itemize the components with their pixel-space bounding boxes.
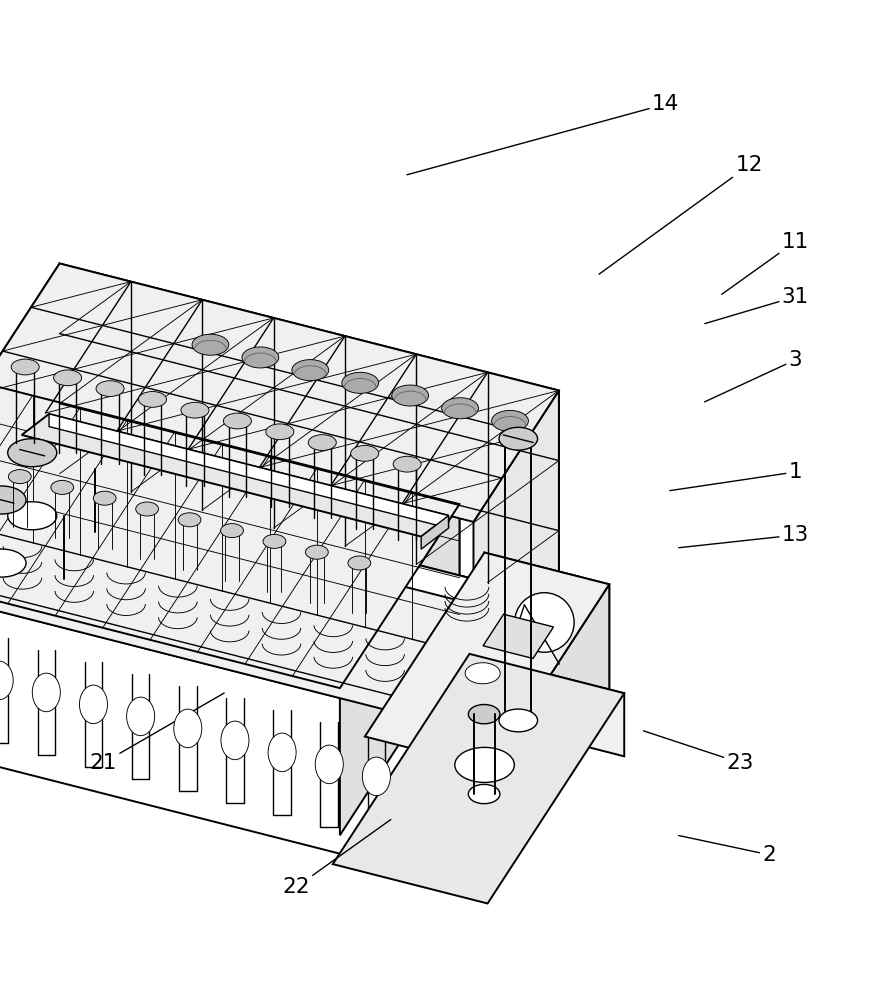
Ellipse shape bbox=[178, 513, 201, 527]
Ellipse shape bbox=[455, 747, 514, 782]
Polygon shape bbox=[0, 474, 559, 732]
Ellipse shape bbox=[265, 424, 293, 440]
Polygon shape bbox=[470, 654, 625, 756]
Ellipse shape bbox=[173, 709, 201, 748]
Polygon shape bbox=[333, 654, 625, 903]
Polygon shape bbox=[421, 516, 449, 549]
Ellipse shape bbox=[315, 745, 343, 784]
Ellipse shape bbox=[363, 757, 391, 796]
Ellipse shape bbox=[93, 491, 116, 505]
Ellipse shape bbox=[465, 663, 500, 684]
Ellipse shape bbox=[268, 733, 296, 772]
Text: 31: 31 bbox=[705, 287, 809, 324]
Text: 22: 22 bbox=[282, 820, 391, 897]
Ellipse shape bbox=[469, 784, 500, 804]
Polygon shape bbox=[22, 414, 449, 537]
Text: 13: 13 bbox=[679, 525, 809, 548]
Polygon shape bbox=[49, 414, 449, 528]
Ellipse shape bbox=[51, 480, 74, 494]
Ellipse shape bbox=[32, 673, 60, 712]
Polygon shape bbox=[0, 474, 559, 732]
Polygon shape bbox=[60, 263, 559, 601]
Text: 11: 11 bbox=[722, 232, 809, 294]
Text: 21: 21 bbox=[89, 693, 224, 773]
Ellipse shape bbox=[308, 435, 336, 450]
Polygon shape bbox=[484, 553, 610, 689]
Ellipse shape bbox=[0, 661, 13, 700]
Ellipse shape bbox=[306, 545, 328, 559]
Ellipse shape bbox=[136, 502, 159, 516]
Ellipse shape bbox=[242, 347, 279, 368]
Text: 2: 2 bbox=[679, 835, 776, 865]
Ellipse shape bbox=[53, 370, 81, 386]
Ellipse shape bbox=[192, 334, 229, 355]
Text: 14: 14 bbox=[407, 94, 680, 175]
Polygon shape bbox=[60, 474, 559, 626]
Ellipse shape bbox=[0, 486, 26, 514]
Polygon shape bbox=[483, 614, 554, 658]
Ellipse shape bbox=[392, 385, 428, 406]
Ellipse shape bbox=[221, 524, 244, 538]
Text: 12: 12 bbox=[599, 155, 763, 274]
Ellipse shape bbox=[8, 502, 57, 530]
Ellipse shape bbox=[393, 456, 421, 472]
Ellipse shape bbox=[499, 427, 538, 450]
Ellipse shape bbox=[223, 413, 251, 429]
Ellipse shape bbox=[514, 593, 574, 652]
Polygon shape bbox=[0, 383, 459, 651]
Ellipse shape bbox=[127, 697, 155, 736]
Ellipse shape bbox=[138, 392, 166, 407]
Polygon shape bbox=[365, 553, 610, 768]
Ellipse shape bbox=[442, 398, 478, 419]
Ellipse shape bbox=[342, 372, 378, 393]
Text: 23: 23 bbox=[644, 731, 754, 773]
Ellipse shape bbox=[221, 721, 249, 760]
Ellipse shape bbox=[292, 360, 328, 381]
Ellipse shape bbox=[80, 685, 108, 724]
Polygon shape bbox=[0, 263, 60, 605]
Ellipse shape bbox=[181, 402, 209, 418]
Ellipse shape bbox=[263, 534, 286, 548]
Polygon shape bbox=[0, 383, 459, 688]
Text: 3: 3 bbox=[704, 350, 802, 402]
Polygon shape bbox=[0, 511, 484, 660]
Ellipse shape bbox=[96, 381, 124, 396]
Ellipse shape bbox=[0, 549, 26, 577]
Ellipse shape bbox=[11, 359, 39, 375]
Polygon shape bbox=[474, 601, 559, 757]
Ellipse shape bbox=[469, 705, 500, 724]
Polygon shape bbox=[340, 504, 459, 835]
Ellipse shape bbox=[350, 445, 378, 461]
Text: 1: 1 bbox=[670, 462, 802, 491]
Ellipse shape bbox=[348, 556, 371, 570]
Polygon shape bbox=[490, 584, 610, 873]
Polygon shape bbox=[0, 263, 559, 522]
Ellipse shape bbox=[9, 470, 32, 484]
Polygon shape bbox=[474, 390, 559, 732]
Ellipse shape bbox=[8, 439, 57, 467]
Ellipse shape bbox=[499, 709, 538, 732]
Ellipse shape bbox=[491, 410, 528, 431]
